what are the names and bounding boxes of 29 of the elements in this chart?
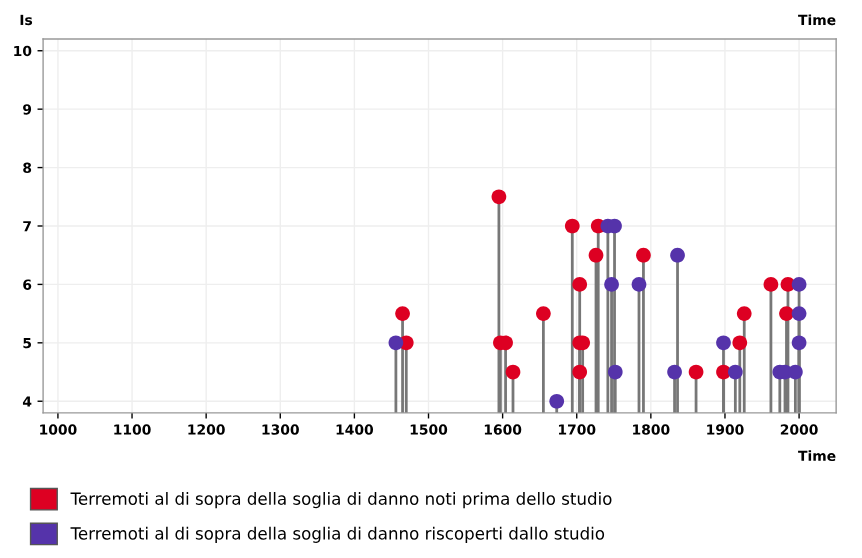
- point: [395, 306, 410, 321]
- point: [572, 277, 588, 292]
- point: [670, 247, 685, 263]
- point: [636, 247, 651, 263]
- point: [549, 393, 565, 409]
- point: [791, 306, 807, 321]
- point: [736, 306, 752, 321]
- point: [536, 306, 551, 321]
- point: [788, 364, 803, 380]
- point: [732, 335, 748, 351]
- point: [791, 335, 807, 351]
- point: [791, 277, 807, 292]
- point: [588, 247, 604, 263]
- point: [716, 335, 731, 351]
- point: [667, 364, 682, 380]
- point: [564, 218, 580, 234]
- point: [604, 277, 619, 292]
- point: [491, 189, 507, 205]
- point: [607, 364, 623, 380]
- point: [388, 335, 404, 351]
- point: [572, 364, 588, 380]
- point: [779, 306, 794, 321]
- point: [763, 277, 779, 292]
- legend-label: Terremoti al di sopra della soglia di danno riscoperti dallo studio: [70, 526, 605, 543]
- point: [688, 364, 704, 380]
- point: [631, 277, 647, 292]
- point: [727, 364, 743, 380]
- legend-label: Terremoti al di sopra della soglia di danno noti prima dello studio: [70, 492, 612, 509]
- point: [505, 364, 521, 380]
